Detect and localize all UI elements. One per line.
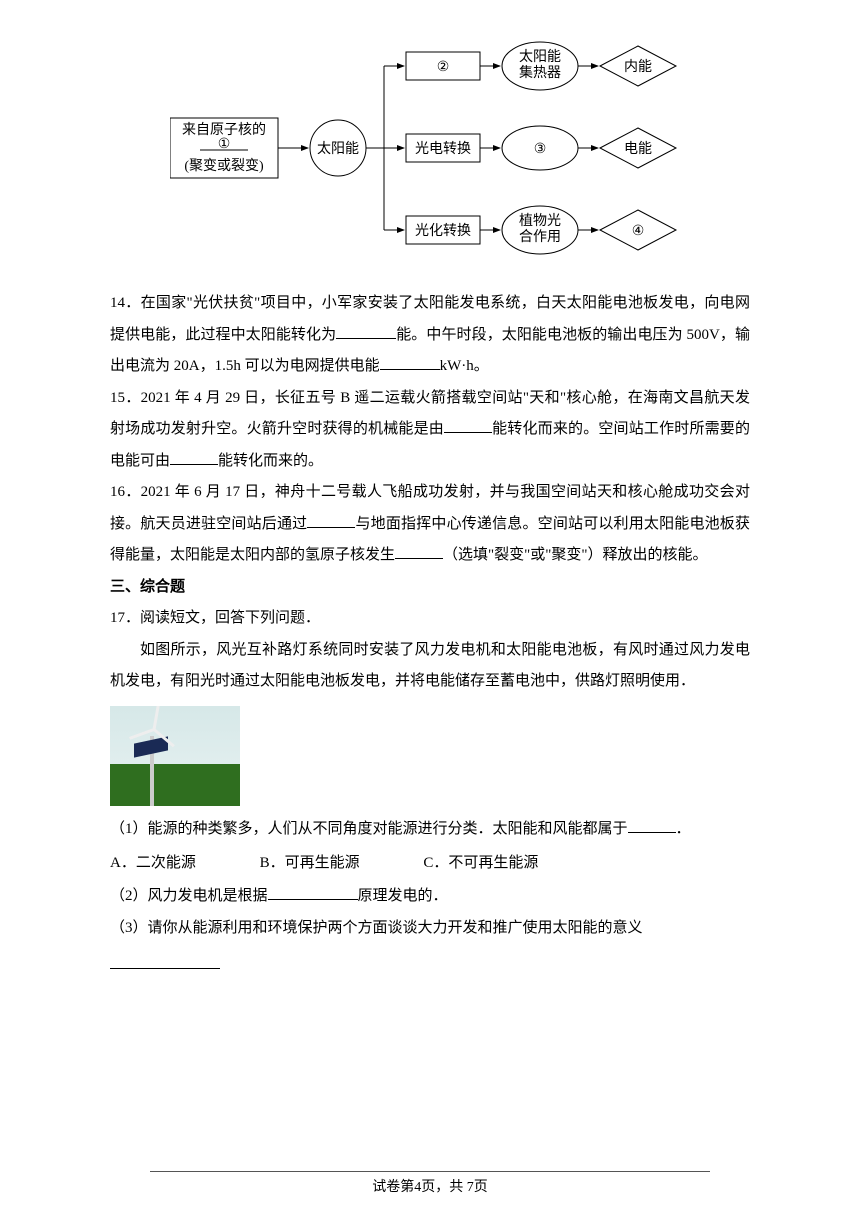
row3-diamond-label: ④ [632,224,645,239]
footer-text: 试卷第4页，共 7页 [372,1180,488,1195]
q16-label: 16． [110,484,141,500]
q14-unit: kW·h。 [440,358,489,374]
sun-circle-label: 太阳能 [317,141,359,157]
q17-options: A．二次能源 B．可再生能源 C．不可再生能源 [110,845,750,881]
question-14: 14．在国家"光伏扶贫"项目中，小军家安装了太阳能发电系统，白天太阳能电池板发电… [110,288,750,383]
svg-text:植物光: 植物光 [519,213,561,229]
q14-label: 14． [110,295,141,311]
wind-solar-streetlight-photo [110,706,240,806]
q17-sub1-blank[interactable] [628,818,676,833]
q15-blank-2[interactable] [170,450,218,465]
source-line1: 来自原子核的 [182,122,266,138]
q14-blank-1[interactable] [336,324,396,339]
q16-blank-2[interactable] [395,544,443,559]
q17-passage: 如图所示，风光互补路灯系统同时安装了风力发电机和太阳能电池板，有风时通过风力发电… [110,635,750,698]
q17-sub2-tail: 原理发电的． [358,888,448,904]
q17-option-b[interactable]: B．可再生能源 [260,845,360,881]
q17-sub1-lead: （1）能源的种类繁多，人们从不同角度对能源进行分类．太阳能和风能都属于 [110,821,628,837]
row2-diamond-label: 电能 [624,141,652,157]
source-line3: (聚变或裂变) [184,158,264,174]
q14-blank-2[interactable] [380,355,440,370]
row3-rect-label: 光化转换 [415,222,471,239]
q16-hint: （选填"裂变"或"聚变"）释放出的核能。 [443,547,708,563]
q17-sub2-blank[interactable] [268,885,358,900]
question-17-lead: 17．阅读短文，回答下列问题． [110,603,750,635]
q15-text-c: 能转化而来的。 [218,453,323,469]
q17-sub1-tail: ． [676,821,691,837]
q17-lead-text: 阅读短文，回答下列问题． [140,610,320,626]
q16-blank-1[interactable] [307,513,355,528]
section-3-heading: 三、综合题 [110,572,750,604]
q17-label: 17． [110,610,140,626]
row2-rect-label: 光电转换 [415,140,471,157]
q17-sub2: （2）风力发电机是根据 原理发电的． [110,881,750,913]
q15-label: 15． [110,390,141,406]
q17-sub1: （1）能源的种类繁多，人们从不同角度对能源进行分类．太阳能和风能都属于 ． [110,814,750,846]
svg-text:合作用: 合作用 [519,229,561,245]
question-15: 15．2021 年 4 月 29 日，长征五号 B 遥二运载火箭搭载空间站"天和… [110,383,750,478]
question-16: 16．2021 年 6 月 17 日，神舟十二号载人飞船成功发射，并与我国空间站… [110,477,750,572]
q15-blank-1[interactable] [444,418,492,433]
q17-sub2-lead: （2）风力发电机是根据 [110,888,268,904]
row2-ellipse-label: ③ [534,142,547,157]
energy-flow-diagram: 来自原子核的 ① (聚变或裂变) 太阳能 ② 太阳能 集热器 内能 [170,30,690,260]
q17-option-c[interactable]: C．不可再生能源 [423,845,538,881]
page-footer: 试卷第4页，共 7页 [0,1171,860,1196]
row1-rect-label: ② [437,60,450,75]
source-blank: ① [218,137,231,152]
q17-option-a[interactable]: A．二次能源 [110,845,196,881]
q17-sub3: （3）请你从能源利用和环境保护两个方面谈谈大力开发和推广使用太阳能的意义 [110,913,750,945]
row1-diamond-label: 内能 [624,59,652,75]
svg-text:太阳能: 太阳能 [519,49,561,65]
svg-text:集热器: 集热器 [519,64,561,81]
q17-sub3-answer-line[interactable] [110,950,220,969]
